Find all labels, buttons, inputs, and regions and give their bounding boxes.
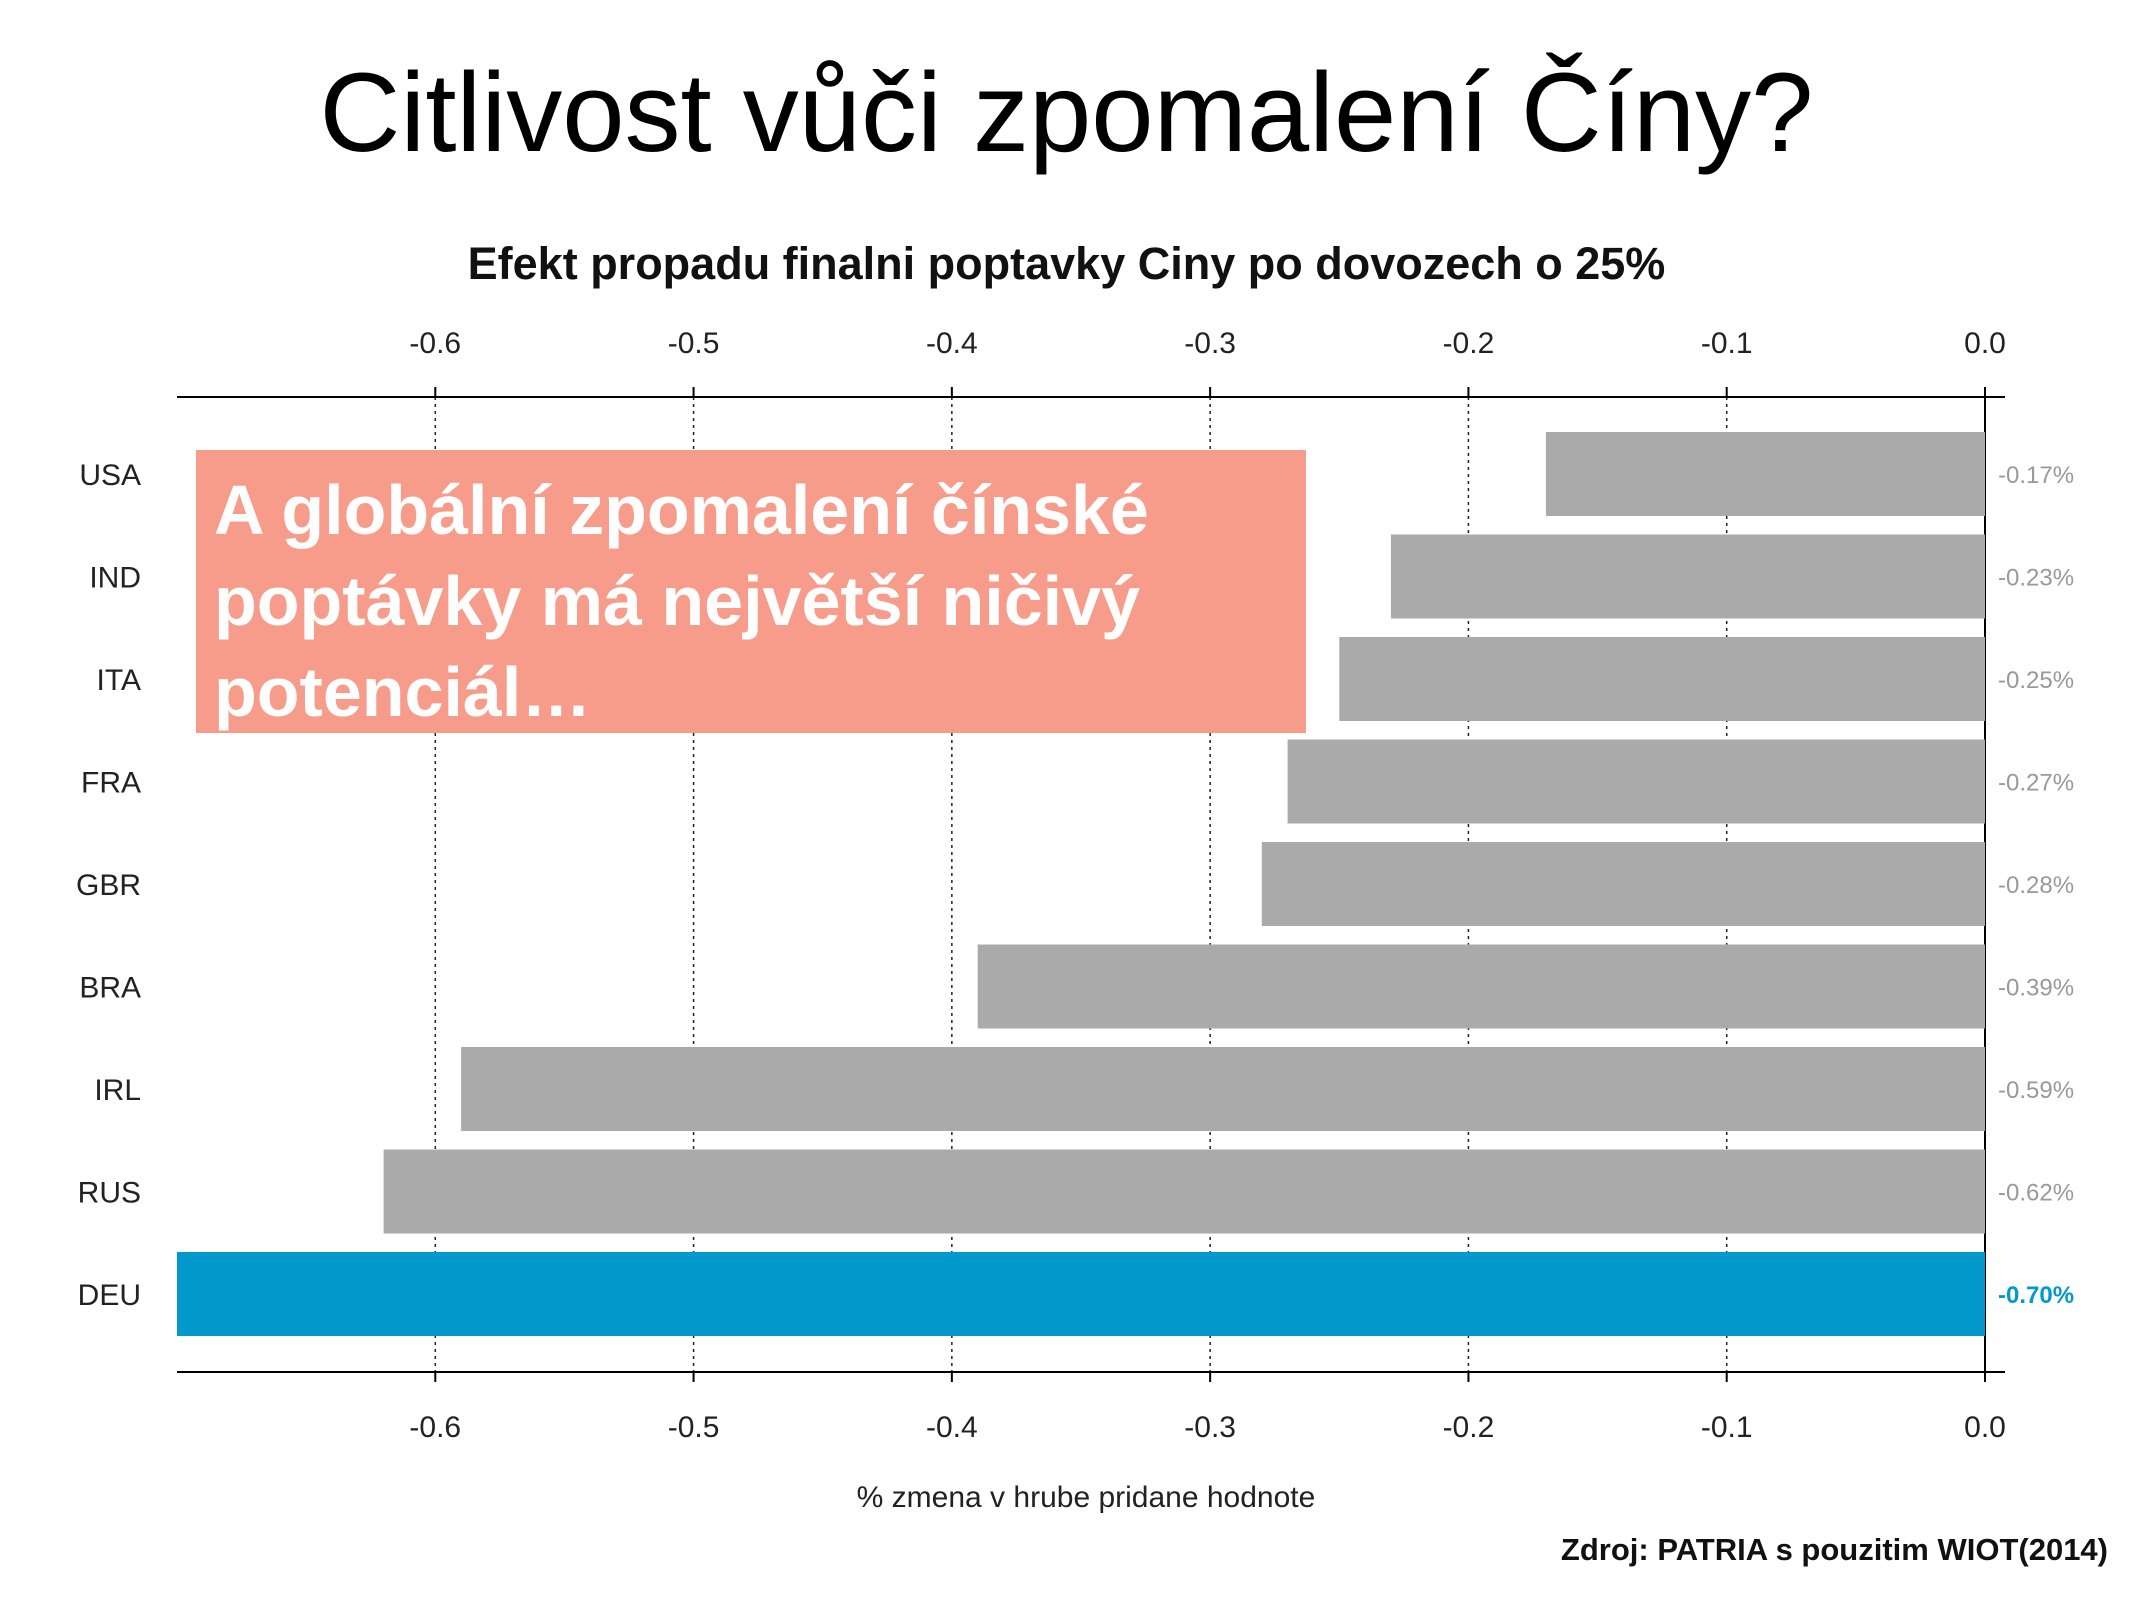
bottom-tick-label: -0.3 xyxy=(1184,1411,1236,1444)
top-tick-label: -0.4 xyxy=(926,327,978,360)
value-label: -0.27% xyxy=(1998,770,2074,797)
callout-line: A globální zpomalení čínské xyxy=(214,471,1149,549)
callout-line: potenciál… xyxy=(214,653,592,731)
value-label: -0.25% xyxy=(1998,667,2074,694)
value-label: -0.39% xyxy=(1998,975,2074,1002)
bar xyxy=(977,944,1985,1029)
chart-title: Efekt propadu finalni poptavky Ciny po d… xyxy=(467,238,1666,289)
top-tick-label: 0.0 xyxy=(1964,327,2006,360)
category-label: FRA xyxy=(81,767,141,800)
value-label: -0.59% xyxy=(1998,1077,2074,1104)
value-label: -0.17% xyxy=(1998,462,2074,489)
category-label: BRA xyxy=(79,972,141,1005)
top-tick-label: -0.5 xyxy=(668,327,720,360)
category-label: USA xyxy=(79,459,141,492)
top-tick-label: -0.3 xyxy=(1184,327,1236,360)
callout-box: A globální zpomalení čínské poptávky má … xyxy=(196,450,1306,733)
bar xyxy=(177,1252,1985,1336)
callout-line: poptávky má největší ničivý xyxy=(214,562,1140,640)
bar xyxy=(461,1047,1986,1131)
value-label: -0.70% xyxy=(1998,1282,2074,1309)
value-label: -0.28% xyxy=(1998,872,2074,899)
bottom-tick-label: -0.6 xyxy=(409,1411,461,1444)
slide-title: Citlivost vůči zpomalení Číny? xyxy=(319,50,1814,175)
category-label: RUS xyxy=(78,1177,141,1210)
bar xyxy=(1545,432,1985,516)
x-axis-title: % zmena v hrube pridane hodnote xyxy=(857,1481,1316,1514)
source-note: Zdroj: PATRIA s pouzitim WIOT(2014) xyxy=(1560,1532,2108,1567)
bottom-tick-label: 0.0 xyxy=(1964,1411,2006,1444)
bar xyxy=(1339,637,1985,721)
category-label: IRL xyxy=(94,1074,141,1107)
bottom-tick-label: -0.5 xyxy=(668,1411,720,1444)
bar xyxy=(1261,842,1985,926)
top-tick-label: -0.1 xyxy=(1701,327,1753,360)
category-label: IND xyxy=(89,562,141,595)
bar xyxy=(1390,534,1985,619)
value-label: -0.62% xyxy=(1998,1180,2074,1207)
bottom-tick-label: -0.2 xyxy=(1443,1411,1495,1444)
category-label: GBR xyxy=(76,869,141,902)
bottom-tick-label: -0.1 xyxy=(1701,1411,1753,1444)
top-tick-label: -0.2 xyxy=(1443,327,1495,360)
bottom-tick-label: -0.4 xyxy=(926,1411,978,1444)
bar xyxy=(383,1149,1986,1234)
top-tick-label: -0.6 xyxy=(409,327,461,360)
category-label: DEU xyxy=(78,1279,141,1312)
bar xyxy=(1287,739,1985,824)
category-label: ITA xyxy=(97,664,141,697)
value-label: -0.23% xyxy=(1998,565,2074,592)
